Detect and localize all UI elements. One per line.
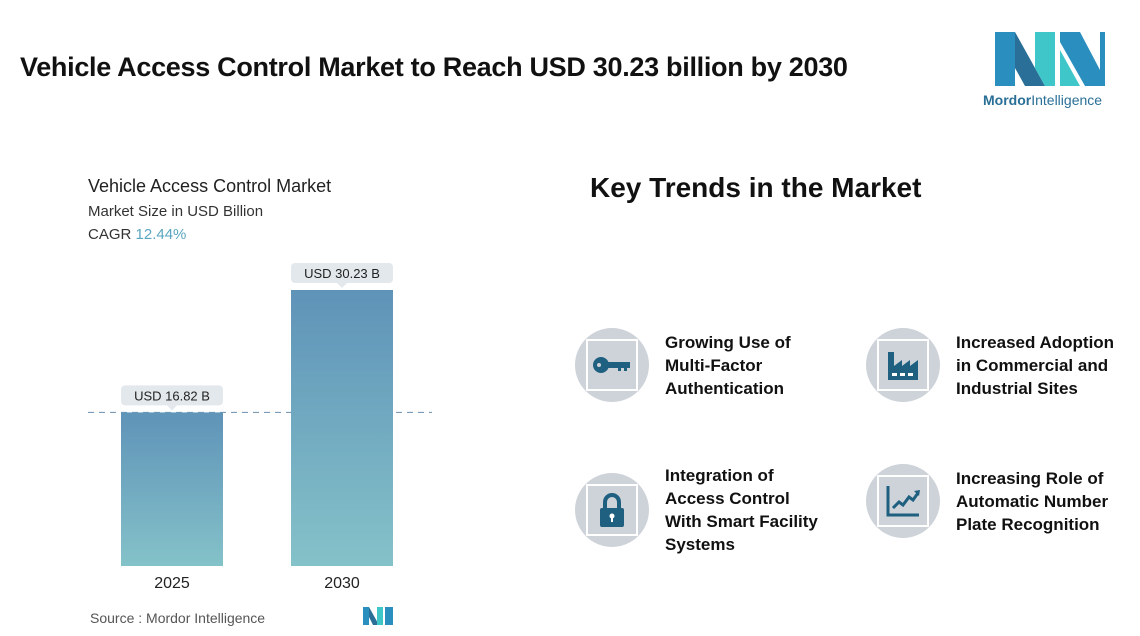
- mordor-small-logo-icon: [363, 607, 393, 625]
- x-tick-label: 2025: [154, 575, 190, 592]
- logo-text: MordorIntelligence: [983, 92, 1103, 108]
- data-label-box: [121, 385, 223, 406]
- key-icon: [593, 357, 630, 373]
- factory-icon: [888, 352, 918, 380]
- chart-title: Vehicle Access Control Market: [88, 176, 332, 196]
- cagr: CAGR 12.44%: [88, 226, 187, 243]
- chart-subtitle: Market Size in USD Billion: [88, 203, 264, 220]
- x-tick-label: 2030: [324, 575, 360, 592]
- data-label-box: [291, 263, 393, 283]
- chart-trend-icon: [886, 486, 920, 517]
- data-label: USD 30.23 B: [304, 266, 380, 281]
- mordor-logo-icon: [995, 32, 1105, 86]
- bar-2025: [121, 412, 223, 566]
- trend-item: Increased Adoption in Commercial and Indus…: [866, 328, 1114, 402]
- trend-item: Integration of Access Control With Smart F…: [575, 464, 818, 556]
- trend-item: Increasing Role of Automatic Number Plate …: [866, 464, 1108, 538]
- data-label-pointer: [337, 283, 347, 288]
- bar-2030: [291, 290, 393, 566]
- data-label: USD 16.82 B: [134, 388, 210, 403]
- trends-heading: Key Trends in the Market: [590, 172, 922, 203]
- page-title: Vehicle Access Control Market to Reach U…: [20, 52, 848, 82]
- lock-icon: [600, 493, 624, 527]
- bar-chart: USD 16.82 B 2025 USD 30.23 B 2030: [88, 263, 432, 592]
- data-label-pointer: [167, 405, 177, 411]
- source-note: Source : Mordor Intelligence: [90, 610, 266, 626]
- trend-item: Growing Use of Multi-Factor Authentication: [575, 328, 791, 402]
- cagr-value: 12.44%: [135, 226, 187, 243]
